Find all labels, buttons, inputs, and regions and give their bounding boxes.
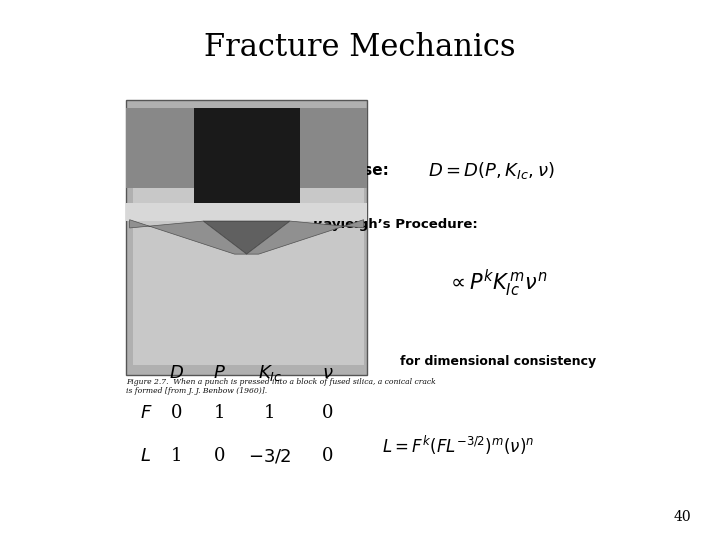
Bar (126, 108, 194, 188)
Text: $L$: $L$ (140, 447, 151, 465)
Text: $-3/2$: $-3/2$ (248, 447, 292, 465)
Text: $D$: $D$ (169, 363, 184, 382)
Text: Fracture Mechanics: Fracture Mechanics (204, 32, 516, 63)
Text: $D = D(P, K_{Ic}, \nu)$: $D = D(P, K_{Ic}, \nu)$ (428, 160, 555, 180)
Text: 0: 0 (322, 447, 333, 465)
Text: Figure 2.7.  When a punch is pressed into a block of fused silica, a conical cra: Figure 2.7. When a punch is pressed into… (126, 378, 436, 395)
Text: 40: 40 (674, 510, 691, 524)
Text: 1: 1 (214, 404, 225, 422)
Bar (194, 108, 300, 210)
Text: $K_{Ic}$: $K_{Ic}$ (258, 362, 282, 383)
Text: 0: 0 (214, 447, 225, 465)
Bar (300, 108, 367, 188)
Polygon shape (203, 221, 290, 254)
Text: Propose:: Propose: (313, 163, 389, 178)
Text: 0: 0 (171, 404, 182, 422)
Polygon shape (246, 220, 364, 254)
Bar (126, 100, 367, 375)
Text: 0: 0 (322, 404, 333, 422)
Text: for dimensional consistency: for dimensional consistency (400, 355, 595, 368)
Text: $F$: $F$ (140, 404, 153, 422)
Polygon shape (130, 220, 246, 254)
Bar (133, 166, 364, 364)
Text: 1: 1 (264, 404, 276, 422)
Bar (126, 203, 367, 221)
Text: $L = F^k (FL^{-3/2})^m (\nu)^n$: $L = F^k (FL^{-3/2})^m (\nu)^n$ (382, 434, 534, 457)
Text: Rayleigh’s Procedure:: Rayleigh’s Procedure: (313, 218, 478, 231)
Text: $\nu$: $\nu$ (322, 363, 333, 382)
Text: 1: 1 (171, 447, 182, 465)
Text: $P$: $P$ (213, 363, 226, 382)
Text: $\propto P^k K_{Ic}^{\,m} \nu^n$: $\propto P^k K_{Ic}^{\,m} \nu^n$ (446, 268, 548, 299)
